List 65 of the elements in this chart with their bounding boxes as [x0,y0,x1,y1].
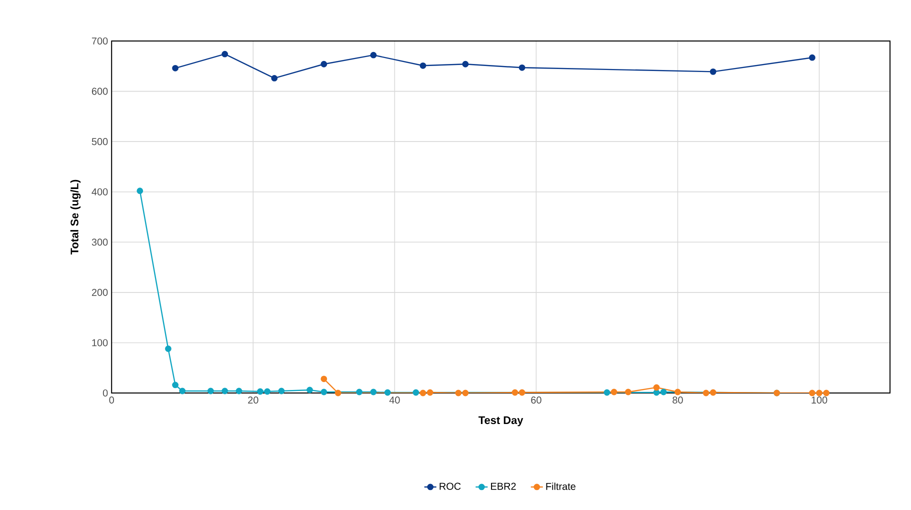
point [412,389,420,396]
y-tick-label: 400 [92,188,108,196]
point [257,388,264,395]
point [518,389,526,396]
point [165,346,172,352]
point [816,390,822,396]
point [610,388,618,396]
point [306,386,313,394]
point [702,390,710,396]
point [462,390,469,396]
point [136,188,144,194]
y-tick-label: 500 [92,138,108,146]
x-tick-label: 80 [672,396,683,404]
y-tick-label: 0 [102,389,108,397]
x-tick-label: 0 [109,396,114,404]
x-tick-label: 40 [389,396,400,404]
point [370,388,377,396]
point [222,50,228,58]
legend-label: EBR2 [491,482,516,490]
y-tick-label: 100 [92,339,108,346]
x-axis-title: Test Day [478,416,524,426]
point [320,376,328,382]
point [426,389,434,396]
legend-label: ROC [440,482,461,490]
point [823,390,830,396]
y-tick-label: 300 [92,238,108,246]
point [264,388,270,395]
point [710,68,716,75]
point [674,388,681,396]
point [420,62,426,69]
point [604,389,610,396]
x-tick-label: 20 [248,396,258,404]
y-tick-label: 200 [92,288,108,296]
point [207,388,214,394]
y-tick-label: 700 [92,37,108,45]
y-axis-title: Total Se (ug/L) [70,180,81,255]
point [512,389,518,396]
point [172,382,178,388]
point [236,388,242,394]
point [455,390,462,396]
legend-label: Filtrate [546,482,576,490]
point [808,54,816,61]
x-tick-label: 100 [812,396,828,404]
point [660,388,667,396]
point [370,52,377,58]
point [384,389,391,396]
point [278,388,285,394]
point [320,60,328,68]
point [420,390,426,396]
point [710,389,716,396]
point [334,390,342,396]
point [653,384,660,391]
point [808,390,816,396]
point [518,64,526,71]
point [320,388,328,396]
point [624,388,632,396]
point [462,60,469,68]
point [222,388,228,394]
point [179,388,186,394]
point [172,64,178,72]
point [653,389,660,396]
x-tick-label: 60 [531,396,542,404]
point [356,388,362,396]
point [271,75,278,82]
y-tick-label: 600 [92,88,108,95]
